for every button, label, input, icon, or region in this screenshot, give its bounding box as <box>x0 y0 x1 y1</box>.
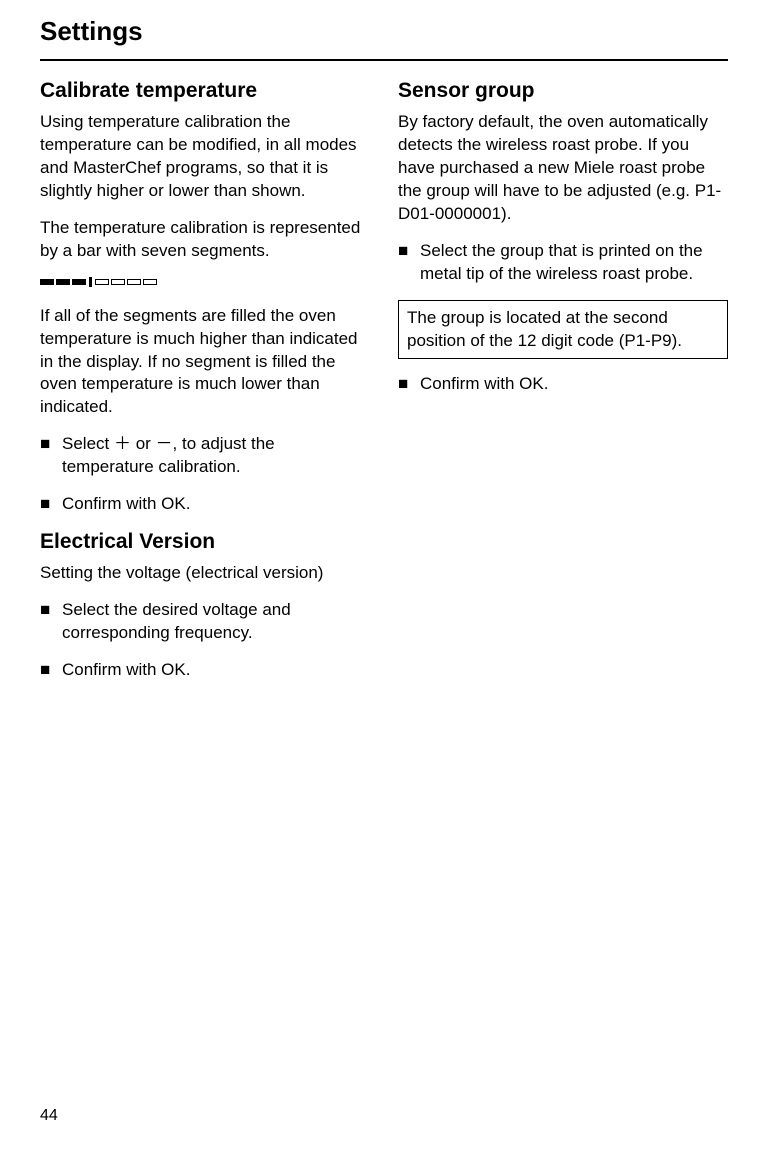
sensor-p1: By factory default, the oven automatical… <box>398 111 728 226</box>
list-item: ■ Select the group that is printed on th… <box>398 240 728 286</box>
sensor-bullet2: Confirm with OK. <box>420 373 728 396</box>
list-item: ■ Confirm with OK. <box>398 373 728 396</box>
page-number: 44 <box>40 1107 58 1125</box>
bullet-icon: ■ <box>40 659 62 682</box>
calibrate-bullet1: Select ＋ or －, to adjust the temperature… <box>62 433 370 479</box>
segment-empty <box>143 279 157 285</box>
segment-filled <box>40 279 54 285</box>
calibration-segment-bar <box>40 277 370 287</box>
right-column: Sensor group By factory default, the ove… <box>398 79 728 696</box>
calibrate-p2: The temperature calibration is represent… <box>40 217 370 263</box>
calibrate-heading: Calibrate temperature <box>40 79 370 103</box>
segment-center-tick <box>89 277 92 287</box>
electrical-p1: Setting the voltage (electrical version) <box>40 562 370 585</box>
bullet-icon: ■ <box>398 240 420 286</box>
segment-filled <box>56 279 70 285</box>
calibrate-p1: Using temperature calibration the temper… <box>40 111 370 203</box>
list-item: ■ Select ＋ or －, to adjust the temperatu… <box>40 433 370 479</box>
segment-empty <box>127 279 141 285</box>
electrical-bullet2: Confirm with OK. <box>62 659 370 682</box>
segment-filled <box>72 279 86 285</box>
list-item: ■ Confirm with OK. <box>40 493 370 516</box>
sensor-bullet1: Select the group that is printed on the … <box>420 240 728 286</box>
bullet-icon: ■ <box>40 493 62 516</box>
sensor-note-box: The group is located at the second posit… <box>398 300 728 360</box>
list-item: ■ Confirm with OK. <box>40 659 370 682</box>
left-column: Calibrate temperature Using temperature … <box>40 79 370 696</box>
electrical-heading: Electrical Version <box>40 530 370 554</box>
sensor-heading: Sensor group <box>398 79 728 103</box>
content-columns: Calibrate temperature Using temperature … <box>40 79 728 696</box>
bullet-icon: ■ <box>40 599 62 645</box>
page-title: Settings <box>40 0 728 61</box>
electrical-bullet1: Select the desired voltage and correspon… <box>62 599 370 645</box>
bullet-icon: ■ <box>398 373 420 396</box>
list-item: ■ Select the desired voltage and corresp… <box>40 599 370 645</box>
segment-empty <box>95 279 109 285</box>
calibrate-p3: If all of the segments are filled the ov… <box>40 305 370 420</box>
calibrate-bullet2: Confirm with OK. <box>62 493 370 516</box>
bullet-icon: ■ <box>40 433 62 479</box>
segment-empty <box>111 279 125 285</box>
